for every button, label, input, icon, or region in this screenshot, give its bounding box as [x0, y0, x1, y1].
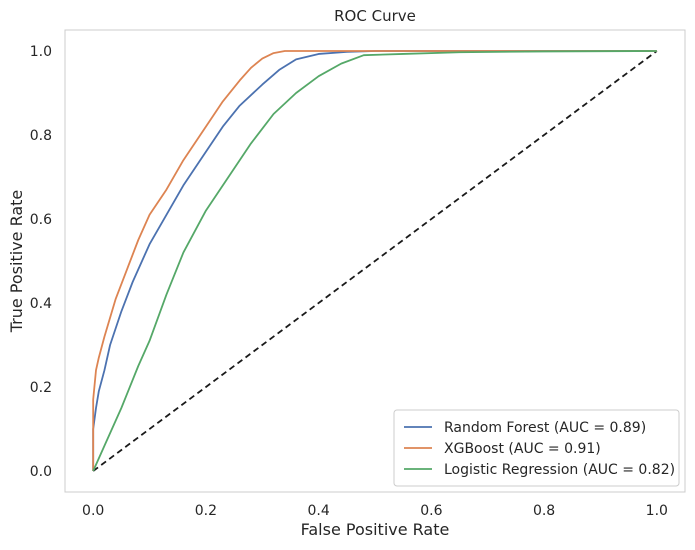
y-tick-label: 0.4 [30, 296, 52, 312]
x-axis-label: False Positive Rate [301, 520, 450, 539]
legend-label: XGBoost (AUC = 0.91) [444, 441, 601, 457]
legend: Random Forest (AUC = 0.89) XGBoost (AUC =… [393, 409, 680, 487]
x-tick-labels: 0.0 0.2 0.4 0.6 0.8 1.0 [82, 503, 668, 519]
x-tick-label: 0.8 [533, 503, 555, 519]
x-tick-label: 0.6 [420, 503, 442, 519]
legend-label: Logistic Regression (AUC = 0.82) [444, 462, 675, 478]
series-line-baseline [92, 50, 658, 472]
x-tick-label: 0.4 [308, 503, 330, 519]
chart-title: ROC Curve [334, 7, 416, 25]
y-tick-label: 0.2 [30, 380, 52, 396]
y-tick-label: 0.0 [30, 464, 52, 480]
y-tick-label: 1.0 [30, 44, 52, 60]
y-axis-label: True Positive Rate [7, 190, 26, 334]
plot-marks [92, 50, 658, 472]
y-tick-labels: 0.0 0.2 0.4 0.6 0.8 1.0 [30, 44, 52, 480]
legend-box [393, 409, 680, 487]
legend-label: Random Forest (AUC = 0.89) [444, 420, 646, 436]
y-tick-label: 0.8 [30, 128, 52, 144]
series-line-random-forest [92, 50, 657, 471]
x-tick-label: 0.0 [82, 503, 104, 519]
series-line-logistic-regression [92, 50, 657, 472]
x-tick-label: 1.0 [646, 503, 668, 519]
series-line-xgboost [92, 50, 657, 471]
y-tick-label: 0.6 [30, 212, 52, 228]
x-tick-label: 0.2 [195, 503, 217, 519]
